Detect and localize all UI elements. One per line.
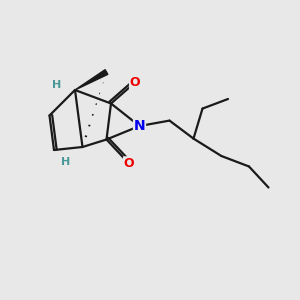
Text: O: O (130, 76, 140, 89)
Text: O: O (124, 157, 134, 170)
Polygon shape (75, 70, 108, 90)
Text: H: H (52, 80, 62, 91)
Text: H: H (61, 157, 70, 167)
Text: N: N (134, 119, 145, 133)
